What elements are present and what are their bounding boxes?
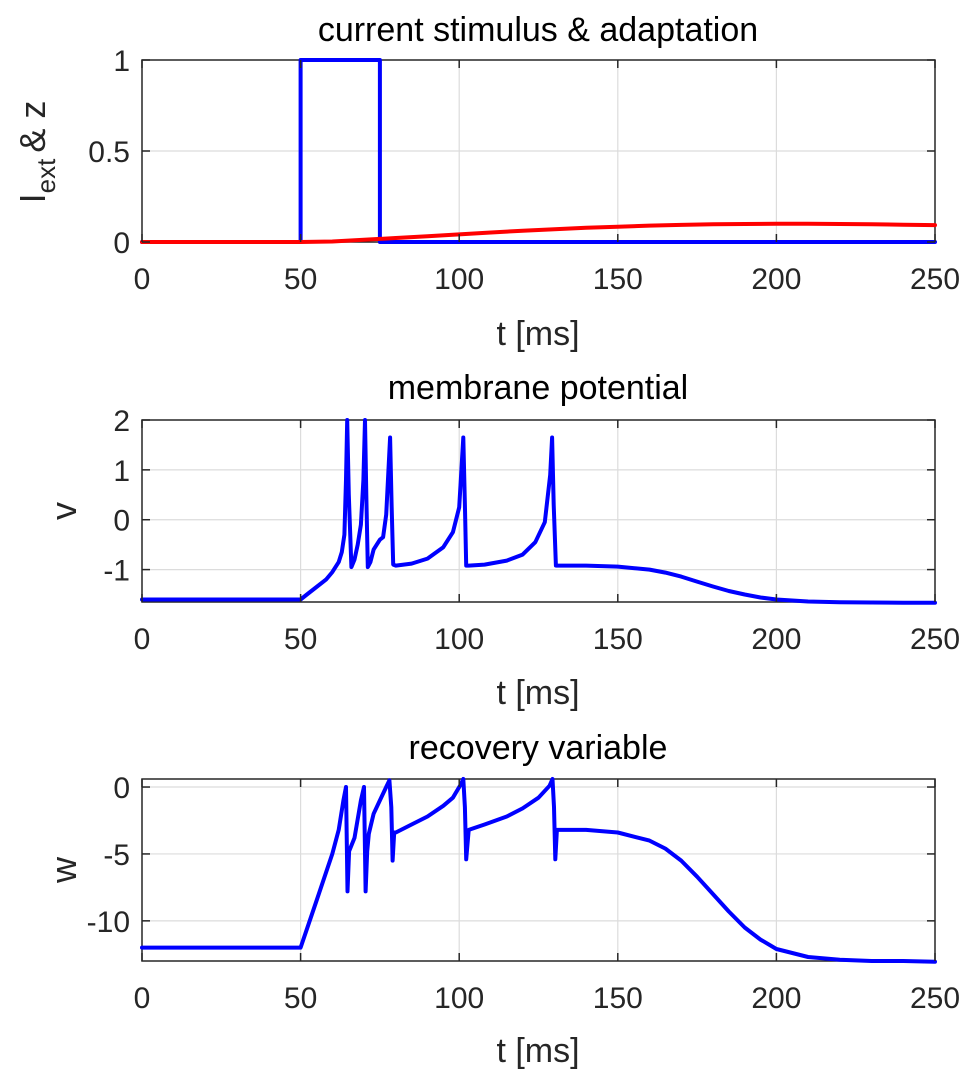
y-label-rest: & z xyxy=(12,101,53,153)
series-line-0 xyxy=(140,418,937,605)
x-axis-label: t [ms] xyxy=(496,1032,579,1070)
panel-current-stimulus: current stimulus & adaptation 0 50 100 150 2… xyxy=(12,11,960,353)
panel-recovery-variable: recovery variable 0 50 100 150 200 250-10-50 … xyxy=(43,729,960,1070)
y-tick-label: 0 xyxy=(113,772,130,805)
y-tick-label: -5 xyxy=(103,839,130,872)
x-tick-label: 150 xyxy=(593,623,643,656)
panel-title: membrane potential xyxy=(388,369,689,407)
x-tick-label: 200 xyxy=(751,263,801,296)
x-tick-label: 200 xyxy=(751,982,801,1015)
series-line-1 xyxy=(140,221,937,244)
y-label-main: I xyxy=(12,193,53,203)
y-tick-label: 1 xyxy=(113,45,130,78)
x-tick-label: 250 xyxy=(910,982,960,1015)
y-axis-label: v xyxy=(43,502,84,520)
x-tick-label: 150 xyxy=(593,263,643,296)
y-tick-label: -1 xyxy=(103,555,130,588)
x-tick-label: 250 xyxy=(910,263,960,296)
y-tick-label: 1 xyxy=(113,455,130,488)
x-tick-label: 150 xyxy=(593,982,643,1015)
x-tick-label: 0 xyxy=(134,263,151,296)
x-tick-label: 100 xyxy=(434,982,484,1015)
y-tick-label: -10 xyxy=(87,906,130,939)
x-tick-label: 100 xyxy=(434,263,484,296)
y-tick-label: 2 xyxy=(113,405,130,438)
y-tick-label: 0 xyxy=(113,227,130,260)
plot-area xyxy=(141,419,936,603)
panel-title: current stimulus & adaptation xyxy=(318,11,758,49)
y-axis-label: w xyxy=(43,856,84,884)
y-label-main: v xyxy=(43,502,84,520)
x-axis-label: t [ms] xyxy=(496,674,579,712)
y-tick-label: 0 xyxy=(113,505,130,538)
y-label-subscript: ext xyxy=(31,158,61,193)
y-axis-label: Iext & z xyxy=(12,101,61,204)
panel-membrane-potential: membrane potential 0 50 100 150 200 250-1012 … xyxy=(43,369,960,712)
x-tick-label: 0 xyxy=(134,982,151,1015)
x-tick-label: 50 xyxy=(284,982,317,1015)
y-label-main: w xyxy=(43,856,84,884)
x-tick-label: 50 xyxy=(284,623,317,656)
plot-area xyxy=(141,778,936,962)
x-tick-label: 100 xyxy=(434,623,484,656)
x-tick-label: 50 xyxy=(284,263,317,296)
panel-title: recovery variable xyxy=(409,729,668,767)
series-line-0 xyxy=(140,777,937,964)
y-tick-label: 0.5 xyxy=(88,136,130,169)
x-tick-label: 250 xyxy=(910,623,960,656)
x-axis-label: t [ms] xyxy=(496,315,579,353)
x-tick-label: 200 xyxy=(751,623,801,656)
x-tick-label: 0 xyxy=(134,623,151,656)
